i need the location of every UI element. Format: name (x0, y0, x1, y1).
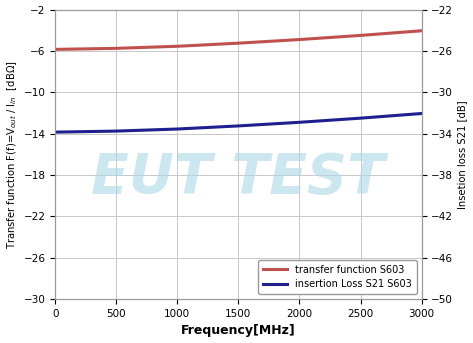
Y-axis label: Transfer function F(f)=V$_{out}$ / I$_{in}$  [dBΩ]: Transfer function F(f)=V$_{out}$ / I$_{i… (6, 60, 19, 249)
insertion Loss S21 S603 (419, 111, 424, 116)
insertion Loss S21 S603 (297, 120, 302, 125)
transfer function S603 (114, 46, 119, 50)
insertion Loss S21 S603 (53, 130, 58, 134)
Line: transfer function S603: transfer function S603 (55, 31, 421, 49)
transfer function S603 (419, 29, 424, 33)
insertion Loss S21 S603 (175, 127, 180, 131)
Line: insertion Loss S21 S603: insertion Loss S21 S603 (55, 114, 421, 132)
insertion Loss S21 S603 (114, 129, 119, 133)
transfer function S603 (297, 37, 302, 42)
Text: EUT TEST: EUT TEST (91, 151, 385, 204)
insertion Loss S21 S603 (358, 116, 363, 120)
transfer function S603 (236, 41, 241, 45)
Legend: transfer function S603, insertion Loss S21 S603: transfer function S603, insertion Loss S… (258, 260, 417, 294)
transfer function S603 (175, 44, 180, 48)
transfer function S603 (53, 47, 58, 51)
X-axis label: Frequency[MHz]: Frequency[MHz] (181, 324, 296, 338)
insertion Loss S21 S603 (236, 124, 241, 128)
transfer function S603 (358, 33, 363, 37)
Y-axis label: Insetion loss S21 [dB]: Insetion loss S21 [dB] (457, 100, 467, 209)
